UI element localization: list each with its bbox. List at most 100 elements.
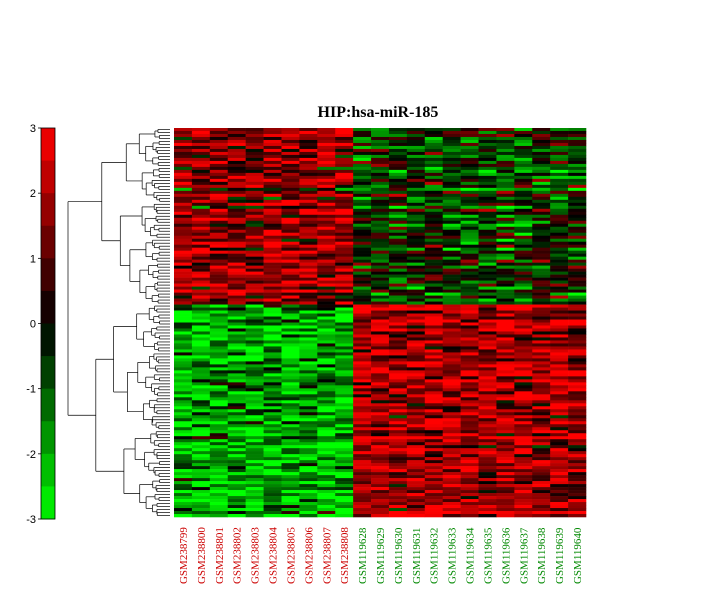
heatmap-cell bbox=[460, 481, 479, 485]
heatmap-cell bbox=[317, 175, 336, 180]
heatmap-cell bbox=[299, 205, 318, 210]
heatmap-cell bbox=[532, 424, 551, 428]
heatmap-cell bbox=[514, 181, 533, 186]
colorbar-segment bbox=[41, 486, 55, 520]
heatmap-cell bbox=[174, 283, 193, 287]
heatmap-cell bbox=[317, 415, 336, 419]
heatmap-cell bbox=[335, 376, 354, 380]
heatmap-cell bbox=[335, 301, 354, 305]
heatmap-cell bbox=[335, 256, 354, 260]
heatmap-cell bbox=[478, 505, 497, 509]
heatmap-cell bbox=[550, 424, 569, 428]
heatmap-cell bbox=[568, 409, 587, 413]
heatmap-cell bbox=[174, 187, 193, 192]
heatmap-cell bbox=[299, 196, 318, 201]
heatmap-cell bbox=[550, 301, 569, 305]
heatmap-cell bbox=[245, 190, 264, 195]
heatmap-cell bbox=[514, 154, 533, 159]
heatmap-cell bbox=[460, 454, 479, 458]
heatmap-cell bbox=[281, 187, 300, 192]
heatmap-cell bbox=[532, 262, 551, 266]
heatmap-cell bbox=[568, 379, 587, 383]
heatmap-cell bbox=[263, 250, 282, 254]
colorbar-segment bbox=[41, 258, 55, 292]
heatmap-cell bbox=[568, 214, 587, 219]
heatmap-cell bbox=[550, 217, 569, 222]
heatmap-cell bbox=[353, 334, 372, 338]
heatmap-cell bbox=[478, 154, 497, 159]
heatmap-cell bbox=[424, 376, 443, 380]
heatmap-cell bbox=[299, 388, 318, 392]
heatmap-cell bbox=[227, 283, 246, 287]
heatmap-cell bbox=[442, 301, 461, 305]
heatmap-cell bbox=[209, 316, 229, 320]
heatmap-cell bbox=[174, 460, 193, 464]
heatmap-cell bbox=[317, 310, 336, 314]
heatmap-cell bbox=[227, 442, 246, 446]
heatmap-cell bbox=[478, 136, 497, 141]
heatmap-cell bbox=[281, 193, 300, 198]
heatmap-cell bbox=[209, 301, 229, 305]
heatmap-cell bbox=[460, 493, 479, 497]
heatmap-cell bbox=[209, 130, 229, 135]
heatmap-cell bbox=[209, 208, 229, 213]
heatmap-cell bbox=[371, 505, 390, 509]
heatmap-cell bbox=[388, 493, 408, 497]
heatmap-cell bbox=[263, 337, 282, 341]
heatmap-cell bbox=[353, 178, 372, 183]
heatmap-cell bbox=[371, 400, 390, 404]
heatmap-cell bbox=[191, 217, 211, 222]
heatmap-cell bbox=[281, 223, 300, 228]
heatmap-cell bbox=[263, 130, 282, 135]
heatmap-cell bbox=[496, 316, 515, 320]
heatmap-cell bbox=[424, 142, 443, 147]
heatmap-cell bbox=[335, 274, 354, 278]
heatmap-cell bbox=[353, 241, 372, 245]
heatmap-cell bbox=[568, 229, 587, 234]
heatmap-cell bbox=[317, 145, 336, 150]
heatmap-cell bbox=[174, 340, 193, 344]
heatmap-cell bbox=[335, 214, 354, 219]
heatmap-cell bbox=[478, 397, 497, 401]
heatmap-cell bbox=[317, 271, 336, 275]
heatmap-cell bbox=[245, 436, 264, 440]
heatmap-cell bbox=[317, 364, 336, 368]
heatmap-cell bbox=[388, 487, 408, 491]
heatmap-cell bbox=[514, 367, 533, 371]
heatmap-cell bbox=[174, 262, 193, 266]
heatmap-cell bbox=[209, 457, 229, 461]
heatmap-cell bbox=[514, 370, 533, 374]
heatmap-cell bbox=[353, 433, 372, 437]
column-label: GSM119639 bbox=[554, 527, 566, 584]
heatmap-cell bbox=[317, 166, 336, 171]
heatmap-cell bbox=[496, 487, 515, 491]
heatmap-cell bbox=[317, 502, 336, 506]
heatmap-cell bbox=[335, 325, 354, 329]
heatmap-cell bbox=[371, 451, 390, 455]
heatmap-cell bbox=[442, 445, 461, 449]
heatmap-cell bbox=[281, 484, 300, 488]
heatmap-cell bbox=[496, 502, 515, 506]
heatmap-cell bbox=[209, 367, 229, 371]
heatmap-cell bbox=[353, 133, 372, 138]
heatmap-cell bbox=[550, 388, 569, 392]
heatmap-cell bbox=[406, 484, 426, 488]
heatmap-cell bbox=[299, 163, 318, 168]
heatmap-cell bbox=[460, 457, 479, 461]
heatmap-cell bbox=[568, 238, 587, 243]
heatmap-cell bbox=[227, 154, 246, 159]
heatmap-cell bbox=[371, 382, 390, 386]
heatmap-cell bbox=[299, 202, 318, 207]
heatmap-cell bbox=[442, 484, 461, 488]
heatmap-cell bbox=[353, 190, 372, 195]
heatmap-cell bbox=[550, 247, 569, 251]
heatmap-cell bbox=[496, 367, 515, 371]
heatmap-cell bbox=[353, 292, 372, 296]
heatmap-cell bbox=[442, 481, 461, 485]
heatmap-cell bbox=[281, 247, 300, 251]
heatmap-cell bbox=[568, 322, 587, 326]
heatmap-cell bbox=[424, 244, 443, 248]
heatmap-cell bbox=[174, 490, 193, 494]
heatmap-cell bbox=[263, 355, 282, 359]
heatmap-cell bbox=[174, 469, 193, 473]
